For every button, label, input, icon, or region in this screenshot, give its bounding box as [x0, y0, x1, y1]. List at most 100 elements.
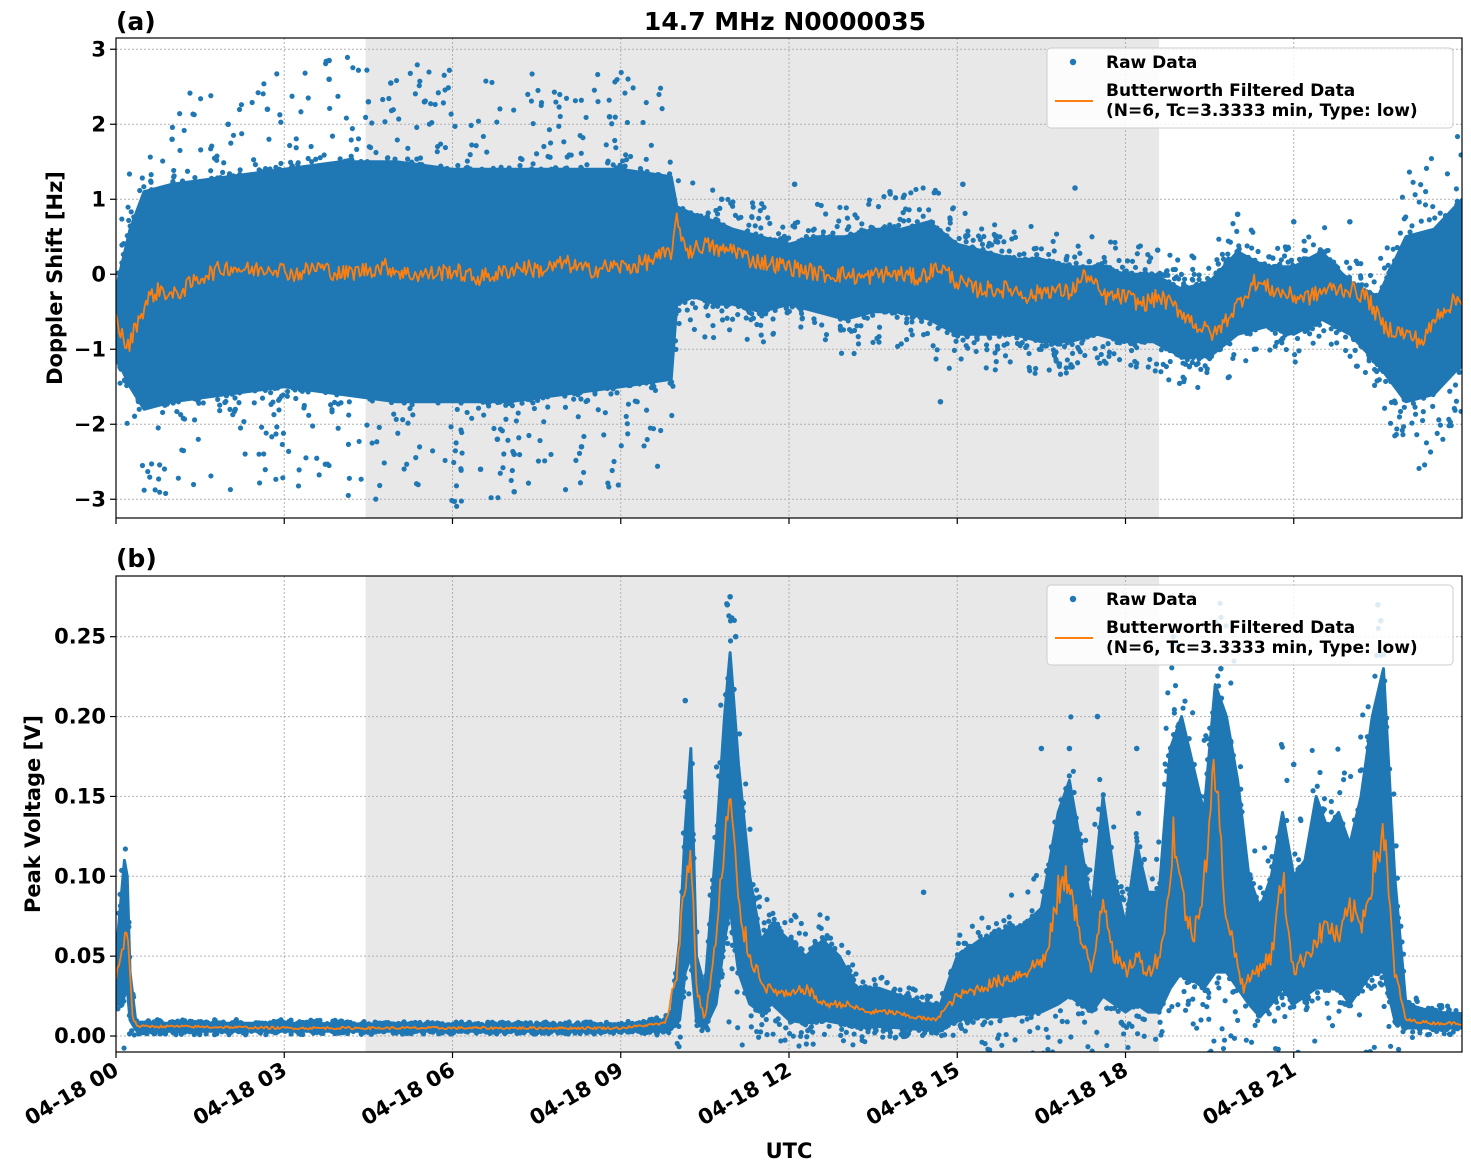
raw-data-point	[1066, 262, 1072, 268]
raw-data-point	[659, 106, 665, 112]
raw-data-point	[643, 156, 649, 162]
raw-data-point	[935, 325, 941, 331]
raw-data-point	[909, 319, 915, 325]
raw-data-point	[170, 1028, 176, 1034]
raw-data-point	[372, 1019, 378, 1025]
raw-data-point	[750, 204, 756, 210]
raw-data-point	[261, 81, 267, 87]
raw-data-point	[739, 1042, 745, 1048]
raw-data-point	[924, 993, 930, 999]
raw-data-point	[1112, 239, 1118, 246]
raw-data-point	[1416, 465, 1422, 472]
raw-data-point	[872, 1030, 878, 1036]
raw-data-point	[1395, 915, 1402, 921]
raw-data-point	[1418, 218, 1424, 224]
raw-data-point	[604, 385, 610, 392]
raw-data-point	[845, 949, 851, 956]
raw-data-point	[843, 205, 849, 211]
raw-data-point	[364, 158, 370, 165]
raw-data-point	[903, 320, 910, 326]
raw-data-outlier	[1133, 745, 1140, 752]
raw-data-point	[1414, 998, 1420, 1005]
raw-data-point	[798, 920, 804, 927]
raw-data-point	[805, 227, 811, 234]
raw-data-point	[1325, 821, 1331, 827]
raw-data-point	[126, 217, 132, 224]
raw-data-point	[954, 952, 961, 958]
raw-data-point	[1057, 1008, 1064, 1014]
raw-data-point	[1423, 189, 1429, 195]
raw-data-point	[927, 320, 933, 327]
raw-data-point	[952, 239, 958, 245]
raw-data-point	[951, 347, 957, 353]
raw-data-point	[640, 119, 646, 126]
raw-data-point	[455, 162, 461, 169]
raw-data-point	[1368, 1062, 1373, 1067]
raw-data-point	[404, 461, 410, 467]
raw-data-point	[553, 99, 559, 105]
raw-data-point	[730, 928, 736, 934]
raw-data-point	[232, 1018, 238, 1025]
raw-data-point	[1026, 350, 1032, 357]
raw-data-point	[870, 312, 876, 318]
raw-data-point	[1154, 247, 1161, 253]
raw-data-point	[750, 882, 756, 888]
raw-data-point	[1372, 366, 1378, 373]
raw-data-point	[735, 303, 742, 310]
raw-data-point	[348, 137, 354, 143]
raw-data-point	[1112, 245, 1119, 251]
raw-data-point	[1332, 814, 1338, 820]
raw-data-point	[876, 339, 882, 345]
raw-data-point	[891, 223, 897, 230]
filtered-line-a	[116, 212, 1462, 352]
raw-data-point	[754, 1028, 760, 1035]
raw-data-outlier	[937, 398, 944, 405]
raw-data-point	[808, 946, 814, 952]
raw-data-point	[710, 334, 717, 341]
raw-data-point	[419, 162, 425, 168]
raw-data-point	[280, 475, 286, 481]
raw-data-point	[367, 144, 374, 151]
raw-data-point	[1090, 332, 1097, 339]
raw-data-point	[255, 1028, 261, 1034]
raw-data-point	[157, 1031, 163, 1037]
raw-data-point	[691, 294, 697, 300]
raw-data-point	[724, 315, 730, 321]
raw-data-point	[1206, 994, 1212, 1001]
raw-data-point	[1184, 975, 1191, 981]
raw-data-point	[715, 217, 721, 224]
raw-data-point	[191, 112, 197, 118]
raw-data-point	[1136, 810, 1142, 816]
raw-data-point	[519, 400, 525, 406]
raw-data-point	[241, 418, 247, 425]
legend-a: Raw Data Butterworth Filtered Data (N=6,…	[1046, 47, 1454, 129]
raw-data-point	[1261, 845, 1268, 851]
raw-data-point	[577, 480, 584, 486]
raw-data-point	[1367, 289, 1373, 295]
raw-data-point	[1346, 274, 1353, 280]
raw-data-point	[230, 173, 236, 179]
raw-data-point	[526, 432, 532, 439]
raw-data-point	[270, 399, 276, 405]
raw-data-point	[1315, 995, 1321, 1001]
raw-data-outlier	[477, 466, 484, 473]
raw-data-point	[468, 122, 474, 128]
raw-data-point	[1138, 339, 1145, 345]
y-tick-label: 0.10	[54, 864, 106, 888]
raw-data-point	[926, 207, 932, 213]
raw-data-point	[1222, 998, 1228, 1004]
raw-data-point	[190, 481, 197, 488]
raw-data-point	[1204, 366, 1210, 372]
raw-data-point	[982, 1019, 988, 1025]
raw-data-point	[295, 161, 301, 168]
raw-data-point	[778, 1038, 784, 1044]
raw-data-point	[1111, 1005, 1118, 1011]
raw-data-point	[155, 425, 161, 431]
raw-data-point	[950, 1032, 956, 1038]
raw-data-point	[237, 425, 244, 431]
raw-data-point	[181, 416, 188, 422]
raw-data-point	[1109, 267, 1116, 273]
raw-data-point	[505, 437, 511, 443]
raw-data-point	[1269, 854, 1275, 860]
raw-data-point	[1083, 837, 1089, 844]
